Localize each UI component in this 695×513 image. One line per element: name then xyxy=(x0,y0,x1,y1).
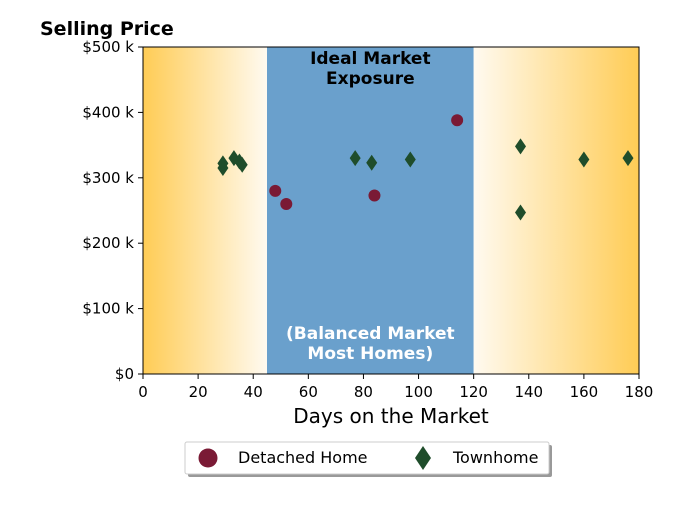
y-tick-label: $100 k xyxy=(82,300,134,318)
annotation-top-line: Exposure xyxy=(326,69,415,89)
townhome-point xyxy=(578,151,590,168)
annotation-top-line: Ideal Market xyxy=(310,49,431,69)
townhome-point xyxy=(366,154,378,171)
y-tick-label: $500 k xyxy=(82,38,134,56)
y-tick-label: $0 xyxy=(115,365,134,383)
slow-start-region xyxy=(143,47,267,374)
legend-townhome-label: Townhome xyxy=(452,448,538,467)
annotation-bottom-line: Most Homes) xyxy=(307,344,433,364)
townhome-point xyxy=(404,151,416,168)
detached-home-point xyxy=(451,114,464,127)
x-tick-label: 120 xyxy=(459,383,488,401)
x-axis-label: Days on the Market xyxy=(293,404,489,428)
legend-box xyxy=(184,441,550,475)
x-axis: 0 20 40 60 80 100 120 140 160 180 xyxy=(138,374,653,401)
legend-townhome-marker xyxy=(415,446,431,470)
legend: Detached Home Townhome xyxy=(184,441,552,477)
townhome-point xyxy=(236,156,248,173)
townhome-point xyxy=(622,150,634,167)
x-tick-label: 160 xyxy=(570,383,599,401)
x-tick-label: 0 xyxy=(138,383,148,401)
y-tick-label: $200 k xyxy=(82,234,134,252)
detached-home-point xyxy=(280,197,293,210)
plot-background xyxy=(143,47,639,374)
x-tick-label: 80 xyxy=(354,383,373,401)
ideal-exposure-band xyxy=(267,47,474,374)
x-tick-label: 20 xyxy=(189,383,208,401)
townhome-point xyxy=(349,150,361,167)
x-tick-label: 40 xyxy=(244,383,263,401)
townhome-point xyxy=(217,155,229,172)
y-axis: $0 $100 k $200 k $300 k $400 k $500 k xyxy=(82,38,143,383)
townhome-point xyxy=(515,204,527,221)
data-points xyxy=(217,114,634,221)
y-tick-label: $400 k xyxy=(82,103,134,121)
plot-frame xyxy=(142,46,640,375)
x-tick-label: 60 xyxy=(299,383,318,401)
annotation-bottom-line: (Balanced Market xyxy=(286,324,455,344)
y-tick-label: $300 k xyxy=(82,169,134,187)
x-tick-label: 140 xyxy=(514,383,543,401)
chart-title: Selling Price xyxy=(40,18,174,40)
townhome-point xyxy=(515,138,527,155)
legend-detached-marker xyxy=(198,448,218,468)
x-tick-label: 100 xyxy=(404,383,433,401)
legend-detached-label: Detached Home xyxy=(238,448,368,467)
detached-home-point xyxy=(269,184,282,197)
stale-listing-region xyxy=(473,47,639,374)
detached-home-point xyxy=(368,189,381,202)
x-tick-label: 180 xyxy=(625,383,654,401)
